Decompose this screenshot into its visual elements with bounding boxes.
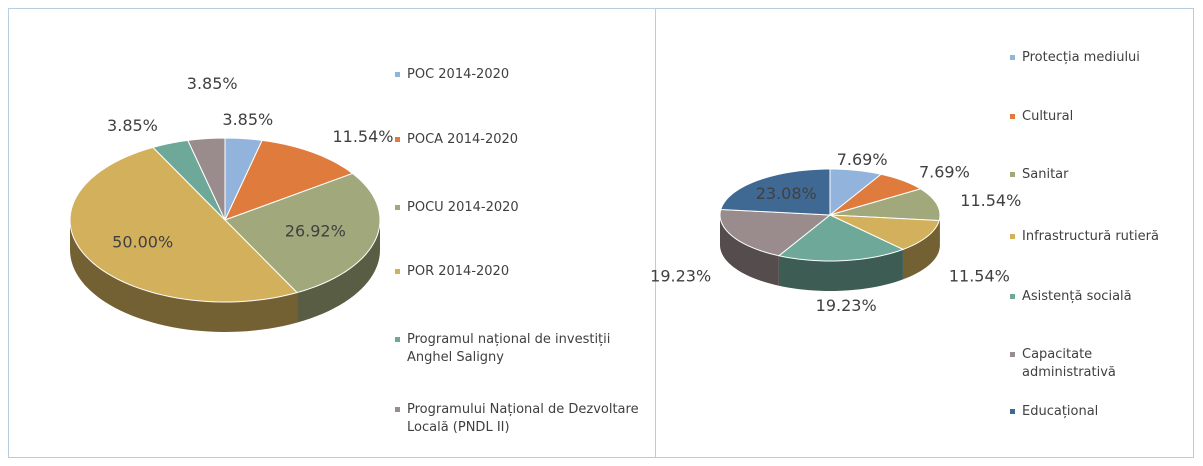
pie-slice (719, 208, 832, 257)
legend-label: Educațional (1022, 404, 1099, 419)
pie-side (297, 220, 380, 323)
data-label: 11.54% (332, 127, 393, 146)
legend-item: POCA 2014-2020 (395, 131, 647, 149)
legend-item: Educațional (1010, 403, 1172, 421)
legend-item: Cultural (1010, 108, 1172, 126)
legend-item: Programului Național de Dezvoltare Local… (395, 401, 647, 437)
pie-side (720, 215, 779, 286)
pie-side (70, 220, 298, 332)
pie-slice (151, 139, 226, 221)
legend-swatch (1010, 352, 1015, 357)
legend-label: Sanitar (1022, 167, 1069, 182)
divider (655, 8, 656, 458)
pie-slice (224, 139, 354, 221)
legend-swatch (1010, 114, 1015, 119)
pie-slice (829, 173, 922, 216)
pie-side (902, 220, 940, 280)
data-label: 19.23% (816, 296, 877, 315)
data-label: 3.85% (187, 74, 238, 93)
pie-slice (829, 214, 940, 250)
data-label: 19.23% (650, 267, 711, 286)
pie-slice (69, 146, 299, 303)
pie-slice (829, 188, 941, 222)
legend-item: Infrastructură rutieră (1010, 228, 1172, 246)
legend-swatch (1010, 409, 1015, 414)
legend-item: Programul național de investiții Anghel … (395, 331, 647, 367)
data-label: 26.92% (285, 221, 346, 240)
legend-item: Capacitate administrativă (1010, 346, 1172, 382)
legend-swatch (1010, 55, 1015, 60)
legend-swatch (395, 269, 400, 274)
legend-label: POC 2014-2020 (407, 67, 510, 82)
data-label: 23.08% (756, 184, 817, 203)
legend-label: Programului Național de Dezvoltare Local… (407, 402, 639, 435)
legend-item: POR 2014-2020 (395, 263, 647, 281)
legend-swatch (395, 407, 400, 412)
legend-label: Capacitate administrativă (1022, 347, 1116, 380)
legend-label: Infrastructură rutieră (1022, 229, 1159, 244)
frame (8, 8, 1194, 458)
pie-slice (829, 168, 883, 217)
data-label: 3.85% (222, 110, 273, 129)
legend-item: POC 2014-2020 (395, 66, 647, 84)
data-label: 7.69% (837, 150, 888, 169)
legend-swatch (395, 337, 400, 342)
legend-label: Asistență socială (1022, 289, 1132, 304)
legend-item: POCU 2014-2020 (395, 199, 647, 217)
pie-slice (224, 172, 381, 294)
data-label: 11.54% (949, 267, 1010, 286)
legend-label: Programul național de investiții Anghel … (407, 332, 611, 365)
legend-swatch (1010, 234, 1015, 239)
pie-slice (187, 137, 226, 221)
data-label: 11.54% (960, 191, 1021, 210)
legend-swatch (395, 72, 400, 77)
pie-slice (720, 168, 831, 216)
legend-label: Protecția mediului (1022, 50, 1140, 65)
legend-swatch (395, 205, 400, 210)
legend-swatch (395, 137, 400, 142)
legend-label: POR 2014-2020 (407, 264, 510, 279)
data-label: 7.69% (919, 162, 970, 181)
legend-swatch (1010, 294, 1015, 299)
legend-label: POCA 2014-2020 (407, 132, 519, 147)
legend-label: POCU 2014-2020 (407, 200, 519, 215)
legend-label: Cultural (1022, 109, 1074, 124)
data-label: 3.85% (107, 116, 158, 135)
legend-item: Protecția mediului (1010, 49, 1172, 67)
pie-side (778, 249, 903, 291)
legend-item: Asistență socială (1010, 288, 1172, 306)
legend-swatch (1010, 172, 1015, 177)
pie-side (939, 215, 940, 251)
data-label: 50.00% (112, 232, 173, 251)
pie-slice (777, 214, 905, 262)
legend-item: Sanitar (1010, 166, 1172, 184)
